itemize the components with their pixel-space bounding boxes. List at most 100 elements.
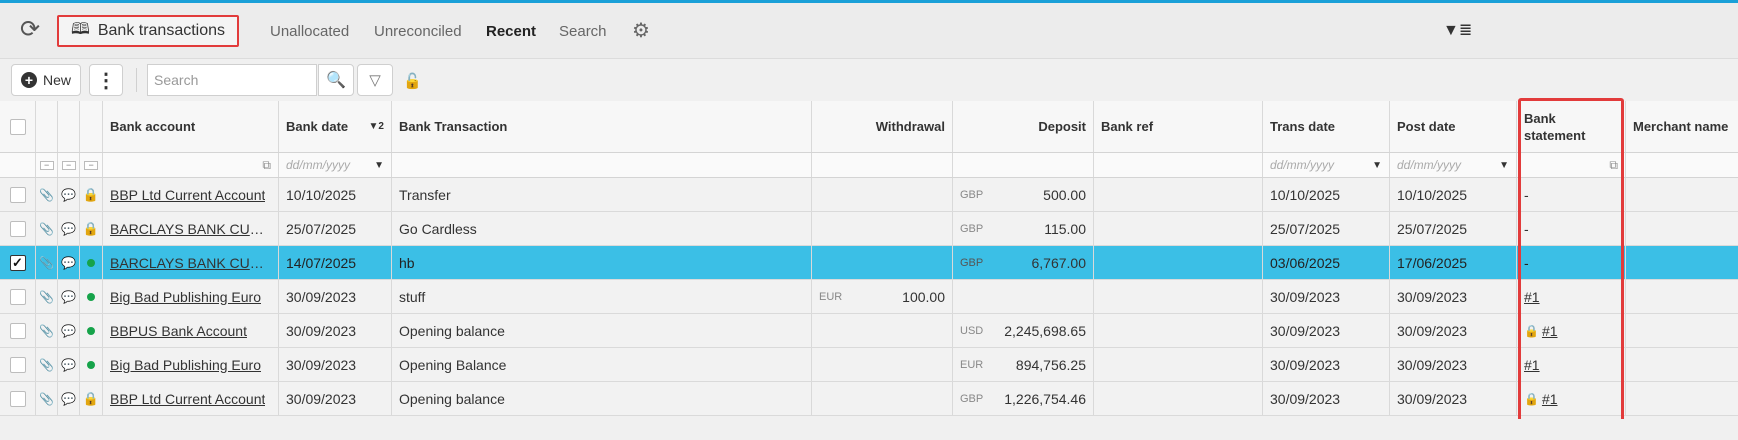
filter-bank-ref[interactable] [1094,153,1263,177]
bank-transaction-cell: Opening balance [392,382,812,415]
deposit-amount: 500.00 [1043,186,1086,203]
row-checkbox[interactable] [9,186,26,203]
bank-statement-link[interactable]: #1 [1524,356,1540,373]
withdrawal-cell [812,178,953,211]
comment-cell[interactable]: 💬 [58,212,80,245]
filter-cell-attachment[interactable]: − [36,153,58,177]
refresh-icon[interactable]: ⟳ [19,16,41,43]
tab-unallocated[interactable]: Unallocated [270,23,350,40]
row-checkbox[interactable] [9,356,26,373]
unlock-icon[interactable]: 🔓 [403,73,422,90]
comment-cell[interactable]: 💬 [58,178,80,211]
status-cell: 🔒 [80,212,103,245]
table-row[interactable]: 📎 💬 🔒 BBP Ltd Current Account 10/10/2025 Tran… [0,178,1738,212]
row-checkbox[interactable]: ✓ [9,254,26,271]
external-link-icon[interactable]: ⧉ [1609,157,1618,172]
lock-icon: 🔒 [82,186,100,202]
header-trans-date[interactable]: Trans date [1263,101,1390,152]
header-bank-transaction[interactable]: Bank Transaction [392,101,812,152]
bank-transactions-tab[interactable]: 🕮 Bank transactions [57,15,239,47]
bank-account-link[interactable]: Big Bad Publishing Euro [110,356,261,373]
table-row[interactable]: ✓ 📎 💬 BARCLAYS BANK CURR... 14/07/2025 hb GBP 6… [0,246,1738,280]
dropdown-arrow-icon[interactable]: ▼ [1372,159,1382,171]
attachment-cell[interactable]: 📎 [36,382,58,415]
row-checkbox[interactable] [9,322,26,339]
status-cell: 🔒 [80,178,103,211]
bank-account-cell: BARCLAYS BANK CURR... [103,212,279,245]
table-row[interactable]: 📎 💬 🔒 BBP Ltd Current Account 30/09/2023 Open… [0,382,1738,416]
tab-recent[interactable]: Recent [486,23,537,40]
deposit-cell [953,280,1094,313]
filter-bank-transaction[interactable] [392,153,812,177]
filter-deposit[interactable] [953,153,1094,177]
header-withdrawal[interactable]: Withdrawal [812,101,953,152]
post-date-cell: 30/09/2023 [1390,348,1517,381]
gear-icon[interactable]: ⚙ [632,20,650,42]
book-icon: 🕮 [70,20,90,38]
header-bank-date[interactable]: Bank date ▼2 [279,101,392,152]
external-link-icon[interactable]: ⧉ [262,157,271,172]
attachment-cell[interactable]: 📎 [36,212,58,245]
header-deposit[interactable]: Deposit [953,101,1094,152]
table-row[interactable]: 📎 💬 Big Bad Publishing Euro 30/09/2023 stuff… [0,280,1738,314]
filter-bank-account[interactable]: ⧉ [103,153,279,177]
row-checkbox[interactable] [9,220,26,237]
header-bank-statement[interactable]: Bank statement [1517,101,1626,152]
bank-account-link[interactable]: Big Bad Publishing Euro [110,288,261,305]
header-bank-ref[interactable]: Bank ref [1094,101,1263,152]
bank-statement-link[interactable]: #1 [1541,322,1558,339]
search-button[interactable]: 🔍 [318,64,354,96]
attachment-cell[interactable]: 📎 [36,348,58,381]
filter-cell-select [0,153,36,177]
filter-button[interactable]: ▽ [357,64,393,96]
filter-post-date[interactable]: dd/mm/yyyy ▼ [1390,153,1517,177]
deposit-currency: GBP [960,222,984,235]
attachment-cell[interactable]: 📎 [36,246,58,279]
tab-search[interactable]: Search [559,23,607,40]
dropdown-arrow-icon[interactable]: ▼ [1499,159,1509,171]
filter-list-icon[interactable]: ▼≣ [1443,22,1473,39]
bank-account-link[interactable]: BARCLAYS BANK CURR... [110,254,271,271]
deposit-currency: USD [960,324,984,337]
select-all-checkbox[interactable] [9,118,26,135]
tab-unreconciled[interactable]: Unreconciled [374,23,462,40]
filter-merchant-name[interactable] [1626,153,1738,177]
comment-cell[interactable]: 💬 [58,382,80,415]
header-bank-account[interactable]: Bank account [103,101,279,152]
bank-account-link[interactable]: BBP Ltd Current Account [110,186,266,203]
bank-ref-cell [1094,382,1263,415]
comment-cell[interactable]: 💬 [58,314,80,347]
filter-bank-date[interactable]: dd/mm/yyyy ▼ [279,153,392,177]
comment-cell[interactable]: 💬 [58,348,80,381]
filter-cell-status[interactable]: − [80,153,103,177]
attachment-cell[interactable]: 📎 [36,314,58,347]
bank-statement-link[interactable]: #1 [1524,288,1540,305]
attachment-cell[interactable]: 📎 [36,178,58,211]
filter-bank-statement[interactable]: ⧉ [1517,153,1626,177]
more-options-button[interactable]: ⋮ [89,64,123,96]
new-button[interactable]: + New [11,64,81,96]
attachment-cell[interactable]: 📎 [36,280,58,313]
new-button-label: New [42,72,71,88]
bank-statement-link[interactable]: #1 [1541,390,1558,407]
header-merchant-name[interactable]: Merchant name [1633,119,1729,134]
dropdown-arrow-icon[interactable]: ▼ [374,159,384,171]
filter-withdrawal[interactable] [812,153,953,177]
table-row[interactable]: 📎 💬 Big Bad Publishing Euro 30/09/2023 Openi… [0,348,1738,382]
bank-statement-cell: - [1517,212,1626,245]
bank-account-link[interactable]: BBP Ltd Current Account [110,390,266,407]
bank-account-link[interactable]: BBPUS Bank Account [110,322,247,339]
filter-cell-comment[interactable]: − [58,153,80,177]
header-post-date[interactable]: Post date [1390,101,1517,152]
table-row[interactable]: 📎 💬 BBPUS Bank Account 30/09/2023 Opening ba… [0,314,1738,348]
bank-account-link[interactable]: BARCLAYS BANK CURR... [110,220,271,237]
row-checkbox[interactable] [9,390,26,407]
row-checkbox[interactable] [9,288,26,305]
filter-trans-date[interactable]: dd/mm/yyyy ▼ [1263,153,1390,177]
comment-cell[interactable]: 💬 [58,280,80,313]
bank-statement-cell: 🔒 #1 [1517,382,1626,415]
search-input[interactable] [147,64,317,96]
bank-statement-cell: - [1517,178,1626,211]
table-row[interactable]: 📎 💬 🔒 BARCLAYS BANK CURR... 25/07/2025 Go Car… [0,212,1738,246]
comment-cell[interactable]: 💬 [58,246,80,279]
